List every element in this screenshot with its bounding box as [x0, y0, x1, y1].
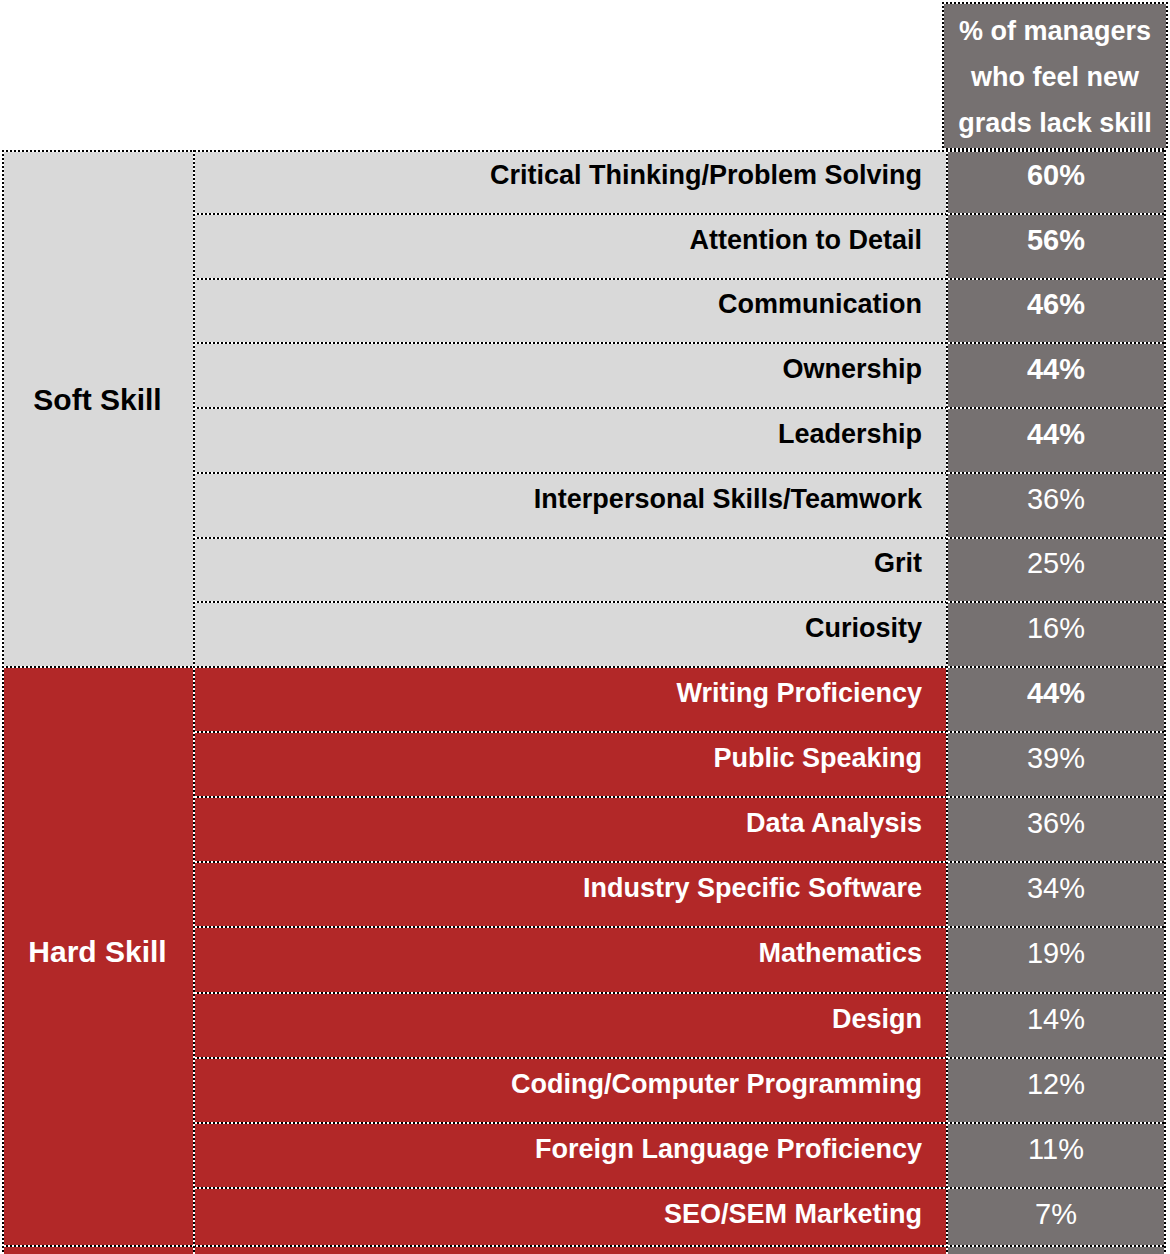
- skill-cell: Interpersonal Skills/Teamwork: [193, 474, 946, 539]
- skill-cell: Foreign Language Proficiency: [193, 1124, 946, 1189]
- header-border-right: [1166, 2, 1168, 150]
- pct-value: 11%: [1028, 1133, 1084, 1166]
- skill-label: Critical Thinking/Problem Solving: [490, 160, 922, 191]
- skill-label: Coding/Computer Programming: [511, 1069, 922, 1100]
- pct-value: 14%: [1027, 1003, 1085, 1036]
- skills-gap-table: % of managers who feel new grads lack sk…: [0, 0, 1170, 1254]
- skill-label: Grit: [874, 548, 922, 579]
- skills-pct-divider: [946, 150, 948, 1254]
- table-border-bottom: [2, 1245, 1166, 1247]
- category-label: Soft Skill: [33, 383, 161, 417]
- pct-cell: 44%: [946, 668, 1166, 733]
- skill-label: Mathematics: [758, 938, 922, 969]
- skill-cell: Communication: [193, 280, 946, 345]
- skill-cell: Leadership: [193, 409, 946, 474]
- skill-cell: Writing Proficiency: [193, 668, 946, 733]
- pct-column: 60% 56% 46% 44% 44% 36% 25% 16% 44% 39% 36% 34% 19% 1…: [946, 150, 1166, 1254]
- skill-label: Industry Specific Software: [583, 873, 922, 904]
- pct-cell: 46%: [946, 280, 1166, 345]
- skill-label: Writing Proficiency: [676, 678, 922, 709]
- pct-cell: 16%: [946, 603, 1166, 668]
- category-cell-soft-skill: Soft Skill: [2, 150, 193, 668]
- pct-cell: 12%: [946, 1059, 1166, 1124]
- skill-label: Interpersonal Skills/Teamwork: [534, 484, 922, 515]
- pct-value: 7%: [1035, 1198, 1077, 1231]
- skill-label: Attention to Detail: [690, 225, 922, 256]
- pct-cell: 60%: [946, 150, 1166, 215]
- pct-value: 56%: [1027, 224, 1085, 257]
- pct-value: 19%: [1027, 937, 1085, 970]
- table-border-right: [1164, 150, 1166, 1254]
- skill-cell: Coding/Computer Programming: [193, 1059, 946, 1124]
- pct-column-header-text: % of managers who feel new grads lack sk…: [944, 8, 1166, 146]
- pct-cell: 36%: [946, 474, 1166, 539]
- skill-cell: Attention to Detail: [193, 215, 946, 280]
- pct-value: 44%: [1027, 353, 1085, 386]
- skill-label: Communication: [718, 289, 922, 320]
- pct-value: 60%: [1027, 159, 1085, 192]
- skill-label: Curiosity: [805, 613, 922, 644]
- pct-value: 44%: [1027, 677, 1085, 710]
- pct-value: 16%: [1027, 612, 1085, 645]
- category-skills-divider: [193, 150, 195, 1254]
- category-cell-hard-skill: Hard Skill: [2, 668, 193, 1254]
- table-body: Soft Skill Hard Skill Critical Thinking/P…: [2, 150, 1166, 1254]
- pct-cell: 19%: [946, 928, 1166, 993]
- pct-cell: 56%: [946, 215, 1166, 280]
- pct-column-header: % of managers who feel new grads lack sk…: [944, 4, 1166, 150]
- skills-column: Critical Thinking/Problem Solving Attenti…: [193, 150, 946, 1254]
- skill-cell: Mathematics: [193, 928, 946, 993]
- pct-cell: 14%: [946, 994, 1166, 1059]
- skill-label: Ownership: [782, 354, 922, 385]
- pct-value: 44%: [1027, 418, 1085, 451]
- skill-cell: Grit: [193, 539, 946, 604]
- skill-cell: Public Speaking: [193, 733, 946, 798]
- pct-cell: 36%: [946, 798, 1166, 863]
- table-border-top: [2, 150, 1166, 152]
- skill-cell: Design: [193, 994, 946, 1059]
- skill-label: Foreign Language Proficiency: [535, 1134, 922, 1165]
- skill-label: SEO/SEM Marketing: [664, 1199, 922, 1230]
- skill-cell: Ownership: [193, 344, 946, 409]
- pct-value: 34%: [1027, 872, 1085, 905]
- skill-label: Data Analysis: [746, 808, 922, 839]
- pct-cell: 25%: [946, 539, 1166, 604]
- skill-cell: Industry Specific Software: [193, 863, 946, 928]
- pct-value: 39%: [1027, 742, 1085, 775]
- pct-cell: 44%: [946, 409, 1166, 474]
- skill-cell: Data Analysis: [193, 798, 946, 863]
- skill-label: Public Speaking: [713, 743, 922, 774]
- skill-cell: Curiosity: [193, 603, 946, 668]
- pct-cell: 11%: [946, 1124, 1166, 1189]
- pct-cell: 44%: [946, 344, 1166, 409]
- pct-value: 36%: [1027, 807, 1085, 840]
- table-border-left: [2, 150, 4, 1254]
- pct-value: 12%: [1027, 1068, 1085, 1101]
- skill-label: Leadership: [778, 419, 922, 450]
- pct-value: 46%: [1027, 288, 1085, 321]
- skill-label: Design: [832, 1004, 922, 1035]
- pct-cell: 34%: [946, 863, 1166, 928]
- pct-value: 25%: [1027, 547, 1085, 580]
- category-column: Soft Skill Hard Skill: [2, 150, 193, 1254]
- pct-value: 36%: [1027, 483, 1085, 516]
- skill-cell: Critical Thinking/Problem Solving: [193, 150, 946, 215]
- category-label: Hard Skill: [28, 935, 166, 969]
- pct-cell: 39%: [946, 733, 1166, 798]
